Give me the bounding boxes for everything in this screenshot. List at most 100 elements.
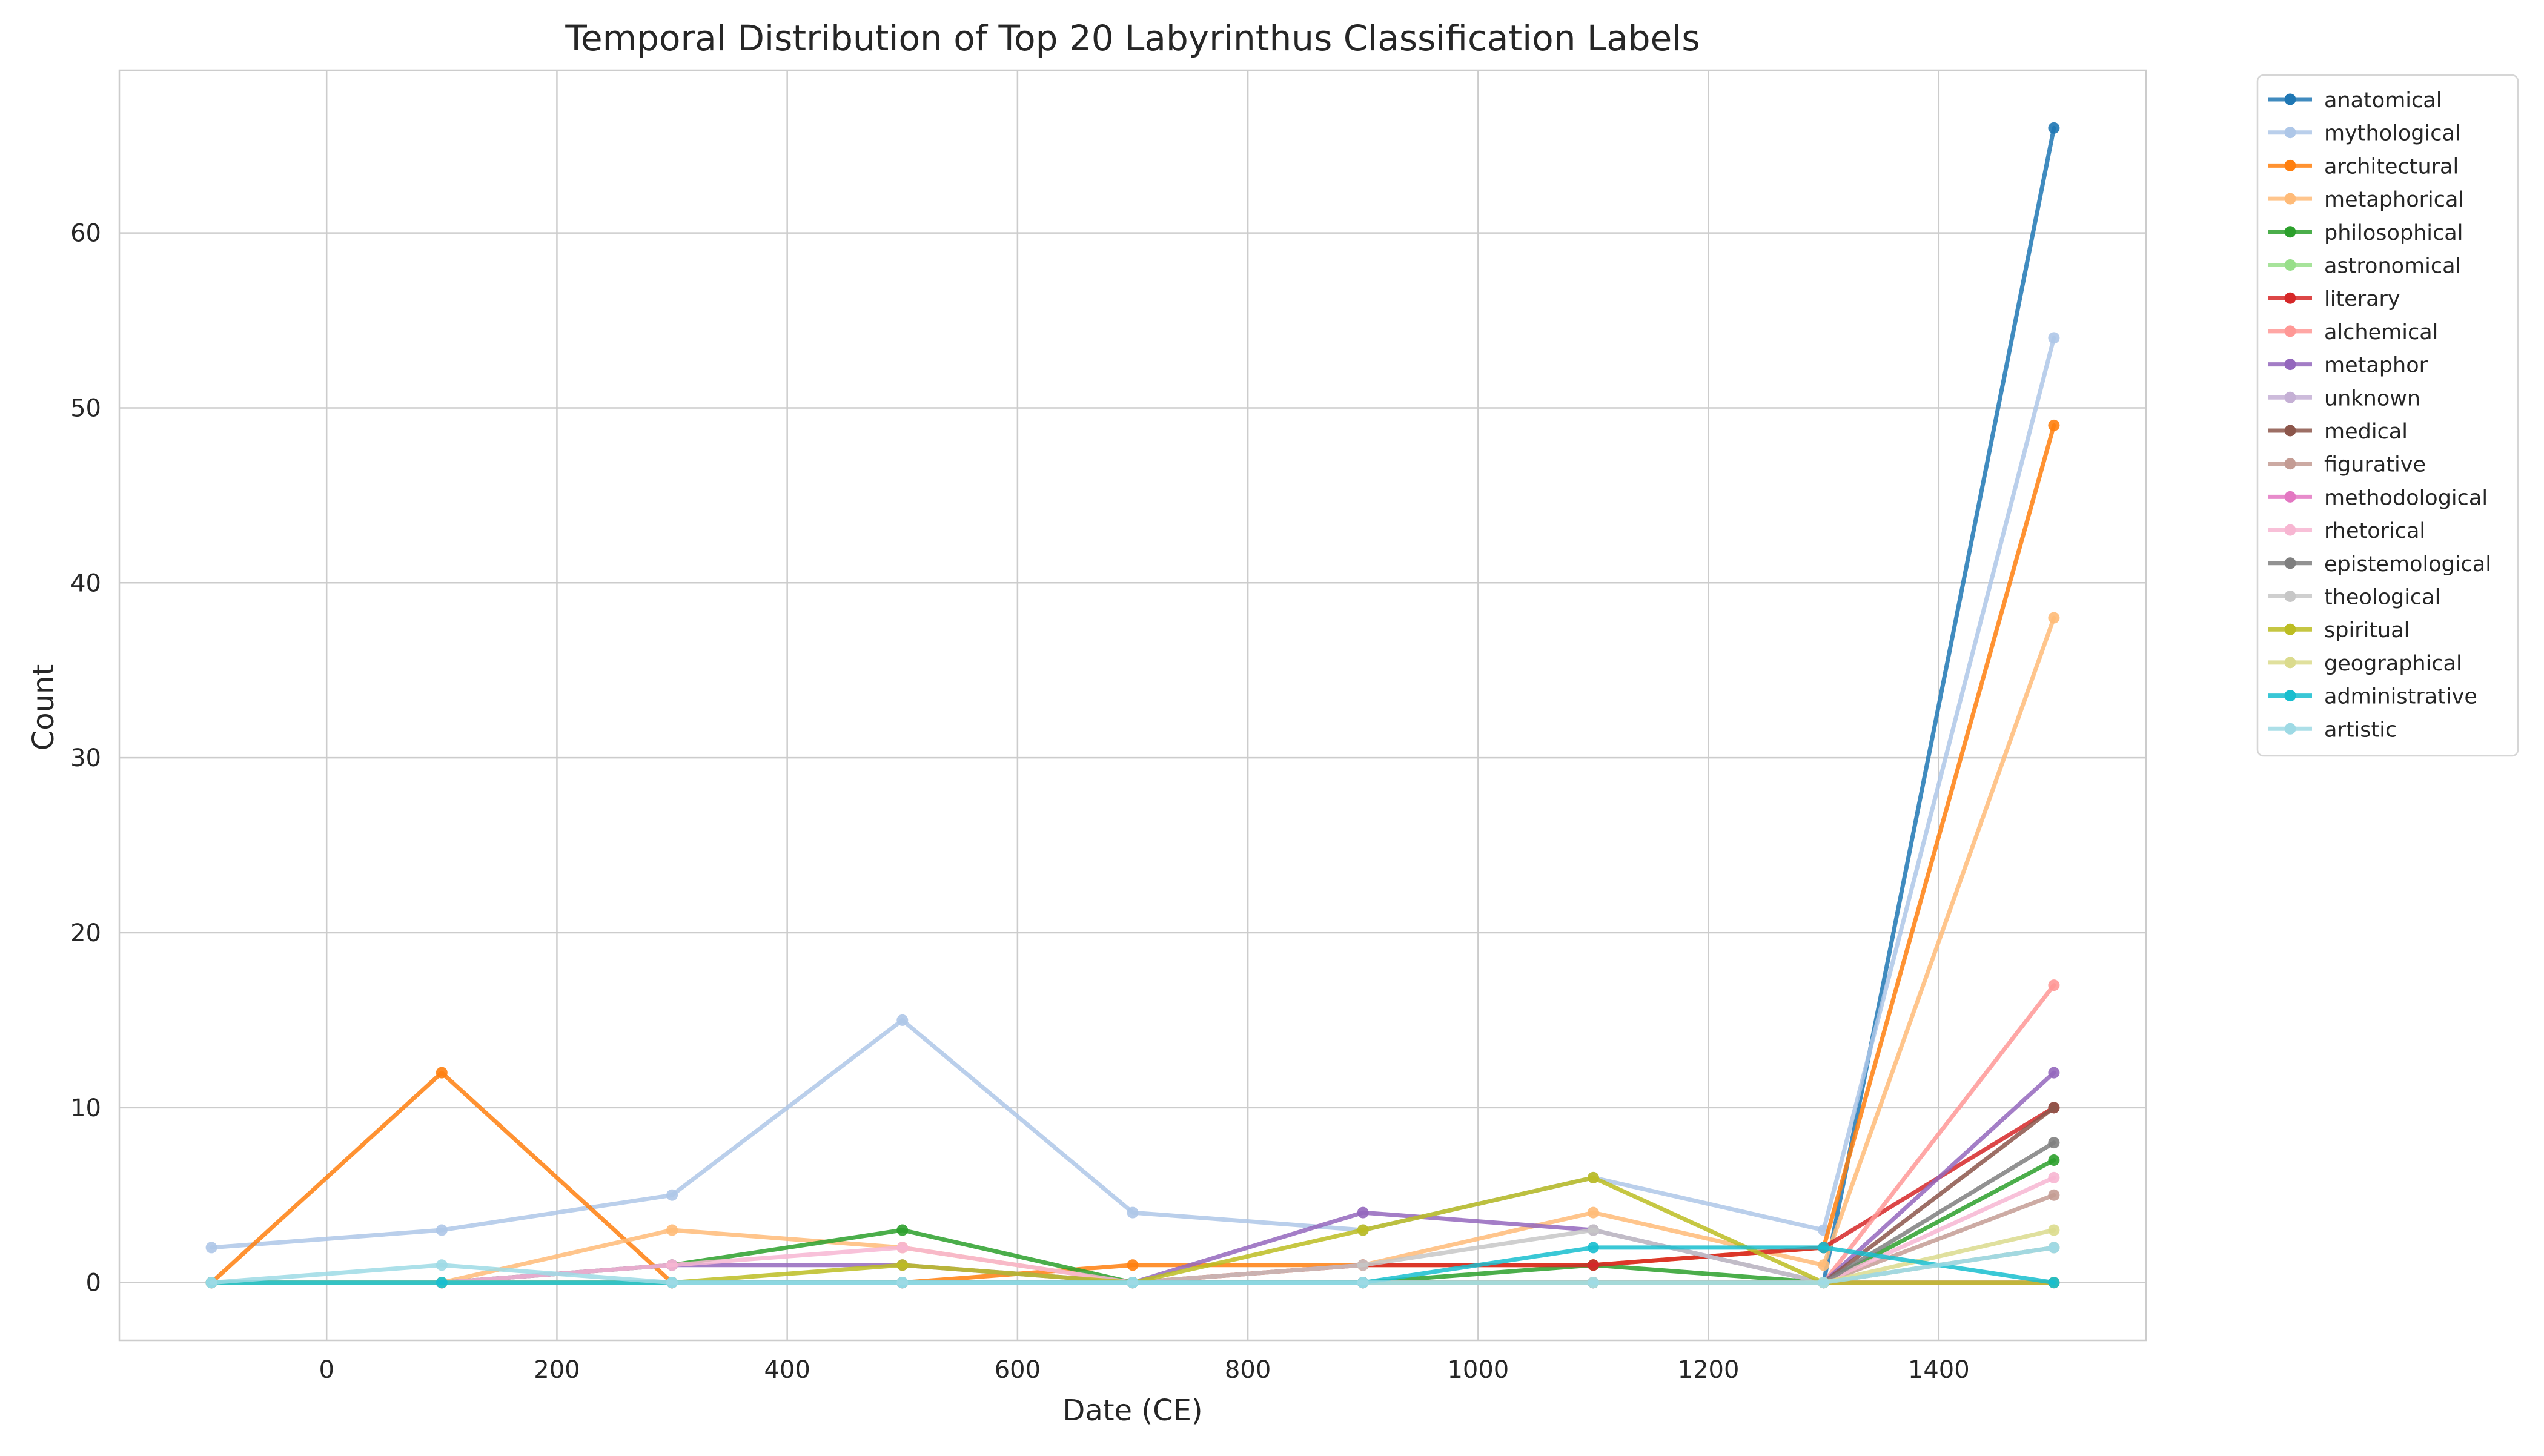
data-point: [436, 1224, 448, 1236]
data-point: [1127, 1259, 1139, 1271]
data-point: [2048, 1102, 2060, 1114]
axis-ticks: 0 200 400 600 800 1000 1200 1400 0 10 20 30 40 50 60: [70, 220, 1970, 1384]
data-point: [896, 1277, 909, 1289]
legend-item: metaphor: [2268, 354, 2428, 378]
legend-swatch-marker: [2284, 458, 2296, 470]
x-tick-label: 400: [764, 1356, 810, 1384]
legend-box: [2256, 74, 2519, 757]
data-point: [436, 1067, 448, 1079]
legend-swatch-marker: [2284, 127, 2296, 139]
x-tick-label: 1000: [1447, 1356, 1509, 1384]
series-artistic: [205, 1242, 2060, 1289]
legend-label: epistemological: [2324, 552, 2491, 577]
legend-swatch-marker: [2284, 657, 2296, 669]
y-tick-label: 10: [70, 1094, 101, 1122]
legend-item: astronomical: [2268, 254, 2461, 279]
data-point: [896, 1259, 909, 1271]
legend-item: epistemological: [2268, 552, 2491, 577]
legend-label: medical: [2324, 420, 2408, 444]
legend-label: literary: [2324, 287, 2400, 311]
data-point: [1357, 1206, 1369, 1219]
data-point: [896, 1014, 909, 1026]
legend: anatomical mythological architectural metap…: [2256, 74, 2519, 757]
y-tick-label: 20: [70, 919, 101, 947]
legend-label: metaphor: [2324, 354, 2428, 378]
legend-swatch-marker: [2284, 491, 2296, 503]
data-point: [2048, 1224, 2060, 1236]
legend-item: geographical: [2268, 652, 2462, 676]
data-point: [2048, 419, 2060, 431]
legend-label: anatomical: [2324, 88, 2442, 113]
legend-label: metaphorical: [2324, 188, 2464, 212]
legend-item: architectural: [2268, 154, 2459, 179]
data-point: [666, 1189, 678, 1201]
legend-label: alchemical: [2324, 320, 2438, 345]
legend-label: theological: [2324, 586, 2440, 610]
legend-item: administrative: [2268, 685, 2477, 709]
data-point: [2048, 979, 2060, 991]
legend-swatch-marker: [2284, 623, 2296, 635]
legend-item: metaphorical: [2268, 188, 2464, 212]
data-point: [666, 1277, 678, 1289]
data-point: [2048, 1154, 2060, 1166]
legend-label: methodological: [2324, 486, 2488, 510]
legend-item: philosophical: [2268, 221, 2463, 245]
data-point: [1587, 1224, 1599, 1236]
data-point: [1127, 1206, 1139, 1219]
data-point: [896, 1242, 909, 1254]
legend-item: spiritual: [2268, 618, 2410, 643]
data-point: [436, 1259, 448, 1271]
legend-label: architectural: [2324, 154, 2459, 179]
x-tick-label: 600: [995, 1356, 1041, 1384]
legend-swatch-marker: [2284, 226, 2296, 238]
legend-label: mythological: [2324, 122, 2461, 146]
data-point: [2048, 612, 2060, 624]
y-tick-label: 40: [70, 569, 101, 597]
legend-swatch-marker: [2284, 193, 2296, 205]
data-point: [2048, 1277, 2060, 1289]
data-point: [2048, 1242, 2060, 1254]
data-point: [1357, 1277, 1369, 1289]
legend-item: anatomical: [2268, 88, 2442, 113]
y-tick-label: 60: [70, 220, 101, 248]
legend-item: alchemical: [2268, 320, 2438, 345]
legend-swatch-marker: [2284, 591, 2296, 602]
legend-swatch-marker: [2284, 359, 2296, 371]
legend-label: unknown: [2324, 386, 2420, 411]
data-point: [205, 1242, 217, 1254]
data-point: [1587, 1206, 1599, 1219]
series-mythological: [205, 332, 2060, 1254]
data-point: [436, 1277, 448, 1289]
x-axis-label: Date (CE): [1062, 1394, 1202, 1428]
y-tick-label: 0: [86, 1269, 101, 1297]
x-tick-label: 0: [319, 1356, 334, 1384]
series-lines: [205, 122, 2060, 1289]
data-point: [1587, 1259, 1599, 1271]
data-point: [205, 1277, 217, 1289]
legend-label: figurative: [2324, 453, 2426, 477]
legend-swatch-marker: [2284, 723, 2296, 735]
legend-item: mythological: [2268, 122, 2461, 146]
y-tick-label: 30: [70, 744, 101, 772]
data-point: [1587, 1171, 1599, 1183]
data-point: [2048, 332, 2060, 344]
legend-label: philosophical: [2324, 221, 2463, 245]
data-point: [1587, 1277, 1599, 1289]
legend-item: rhetorical: [2268, 519, 2425, 543]
legend-item: theological: [2268, 586, 2440, 610]
data-point: [666, 1224, 678, 1236]
legend-swatch-marker: [2284, 690, 2296, 702]
legend-item: literary: [2268, 287, 2400, 311]
x-tick-label: 1400: [1908, 1356, 1970, 1384]
data-point: [1818, 1242, 1830, 1254]
legend-item: methodological: [2268, 486, 2488, 510]
legend-item: medical: [2268, 420, 2408, 444]
data-point: [2048, 1189, 2060, 1201]
legend-swatch-marker: [2284, 159, 2296, 171]
x-tick-label: 800: [1225, 1356, 1271, 1384]
data-point: [2048, 1067, 2060, 1079]
data-point: [1818, 1259, 1830, 1271]
data-point: [1127, 1277, 1139, 1289]
